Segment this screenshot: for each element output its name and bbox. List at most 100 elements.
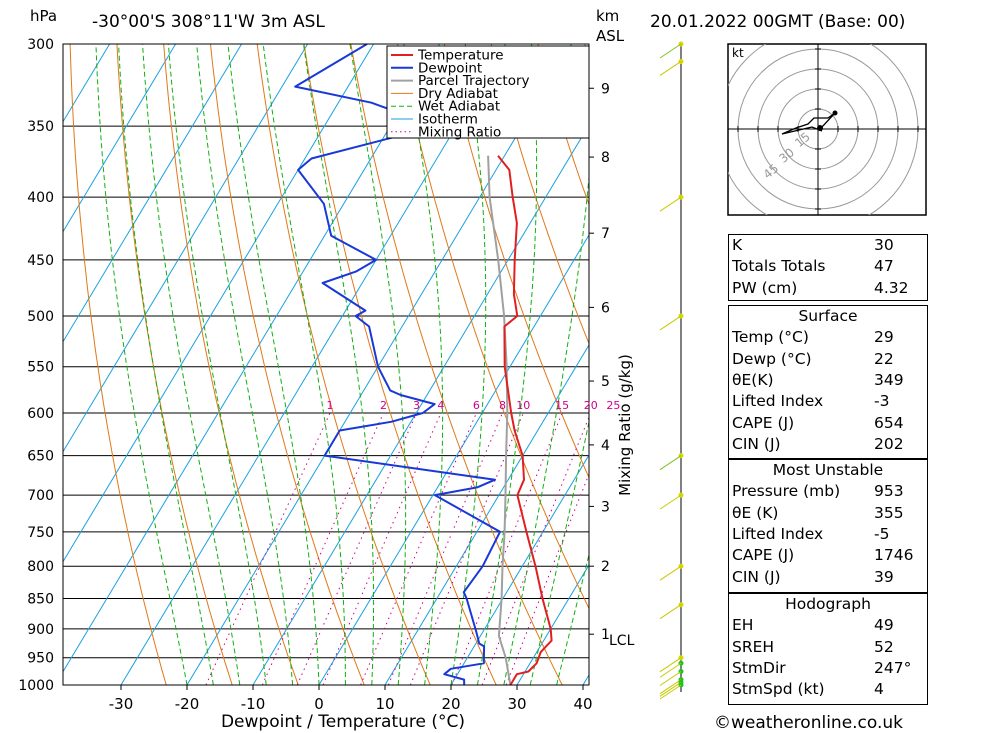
- pressure-tick-label: 800: [27, 559, 54, 575]
- height-unit-label: km: [596, 7, 619, 25]
- mu-cin-value: 39: [874, 567, 894, 586]
- mixing-ratio-line: [505, 472, 589, 685]
- wind-barb: [659, 196, 682, 212]
- wind-barb: [659, 662, 682, 678]
- isotherm: [63, 44, 441, 673]
- x-tick-label: 10: [375, 695, 394, 713]
- mu-title: Most Unstable: [772, 461, 884, 480]
- wet-adiabat: [167, 44, 267, 685]
- copyright: ©weatheronline.co.uk: [714, 713, 903, 733]
- legend-entry: Parcel Trajectory: [418, 73, 530, 89]
- stmdir-label: StmDir: [732, 659, 786, 678]
- dry-adiabat-lines: [69, 44, 589, 685]
- pressure-tick-label: 450: [27, 253, 54, 269]
- sounding-series: [294, 44, 553, 685]
- isotherm: [384, 344, 589, 685]
- mixing-ratio-lines: [205, 412, 589, 685]
- hodograph-unit: kt: [732, 46, 744, 60]
- isotherm: [63, 44, 111, 123]
- datetime-title: 20.01.2022 00GMT (Base: 00): [650, 12, 905, 32]
- pw-value: 4.32: [874, 278, 909, 297]
- hodo-stats-table: Hodograph EH 49 SREH 52 StmDir 247° StmSpd …: [728, 594, 928, 700]
- height-tick-label: 6: [601, 300, 610, 316]
- mixing-ratio-label: 2: [380, 399, 387, 412]
- mixing-ratio-label: 25: [606, 399, 620, 412]
- wet-adiabat: [262, 44, 346, 685]
- wet-adiabat: [556, 552, 589, 685]
- wind-barb: [659, 604, 682, 620]
- surface-box: [728, 305, 928, 459]
- pw-label: PW (cm): [732, 278, 798, 297]
- pressure-unit-label: hPa: [30, 7, 57, 25]
- surface-temp-value: 29: [874, 328, 894, 347]
- wind-barb: [659, 455, 682, 471]
- isotherm: [63, 44, 375, 563]
- hodo-stats-box: [728, 593, 928, 705]
- sreh-label: SREH: [732, 637, 775, 656]
- dewpoint-line: [294, 44, 501, 685]
- surface-theta-label: θE(K): [732, 371, 774, 390]
- legend-entry: Isotherm: [418, 112, 478, 128]
- plot-frame: [62, 43, 590, 686]
- x-tick-label: 0: [314, 695, 324, 713]
- parcel-trajectory-line: [487, 155, 512, 685]
- mixing-ratio-line: [360, 412, 477, 685]
- mu-li-label: Lifted Index: [732, 525, 824, 544]
- surface-table: Surface Temp (°C) 29 Dewp (°C) 22 θE(K) 349…: [728, 306, 928, 455]
- wet-adiabat: [503, 172, 589, 685]
- index-row-pw: PW (cm) 4.32: [728, 278, 928, 299]
- mixing-ratio-label: 8: [499, 399, 506, 412]
- mixing-ratio-label: 10: [516, 399, 530, 412]
- surface-cape-value: 654: [874, 413, 904, 432]
- mu-li-value: -5: [874, 525, 890, 544]
- height-tick-label: 4: [601, 438, 610, 454]
- legend-entry: Dry Adiabat: [418, 86, 498, 102]
- surface-theta-value: 349: [874, 371, 904, 390]
- wet-adiabat: [403, 44, 444, 685]
- pressure-tick-label: 550: [27, 360, 54, 376]
- surface-dewp-value: 22: [874, 349, 894, 368]
- most-unstable-table: Most Unstable Pressure (mb) 953 θE (K) 355…: [728, 460, 928, 588]
- stmspd-label: StmSpd (kt): [732, 680, 825, 699]
- tt-label: Totals Totals: [732, 257, 826, 276]
- legend-entry: Wet Adiabat: [418, 99, 500, 115]
- mu-cape-value: 1746: [874, 546, 914, 565]
- pressure-tick-label: 1000: [18, 678, 54, 694]
- hodograph-storm-point: [817, 125, 823, 131]
- pressure-tick-label: 600: [27, 406, 54, 422]
- wet-adiabat: [118, 44, 214, 685]
- wind-barb: [659, 565, 682, 581]
- mixing-ratio-line: [409, 412, 524, 685]
- wind-barb: [659, 679, 682, 695]
- lcl-label: LCL: [609, 633, 635, 649]
- height-tick-label: 5: [601, 374, 610, 390]
- surface-title: Surface: [798, 307, 858, 326]
- pressure-tick-label: 400: [27, 190, 54, 206]
- mixing-ratio-label: 3: [413, 399, 420, 412]
- index-row-tt: Totals Totals 47: [728, 256, 928, 277]
- isotherm: [252, 124, 589, 685]
- wind-barb: [659, 494, 682, 510]
- wind-barb: [659, 684, 682, 700]
- mixing-ratio-line: [451, 412, 563, 685]
- dry-adiabat: [163, 44, 299, 685]
- axes: 3003504004505005506006507007508008509009…: [18, 37, 634, 713]
- pressure-tick-label: 350: [27, 119, 54, 135]
- pressure-tick-label: 300: [27, 37, 54, 53]
- isotherm: [450, 454, 589, 685]
- indices-box: [728, 234, 928, 301]
- hodo-stats-title: Hodograph: [785, 595, 871, 614]
- indices-table: K 30 Totals Totals 47 PW (cm) 4.32: [728, 235, 928, 299]
- wet-adiabat: [349, 44, 407, 685]
- temperature-line: [497, 155, 553, 685]
- isotherm: [516, 564, 589, 685]
- eh-label: EH: [732, 616, 754, 635]
- surface-cape-label: CAPE (J): [732, 413, 795, 432]
- wet-adiabat: [529, 419, 589, 685]
- mixing-ratio-label: 1: [327, 399, 334, 412]
- pressure-tick-label: 750: [27, 525, 54, 541]
- surface-dewp-label: Dewp (°C): [732, 349, 812, 368]
- tt-value: 47: [874, 257, 894, 276]
- dry-adiabat: [350, 44, 563, 685]
- height-tick-label: 9: [601, 81, 610, 97]
